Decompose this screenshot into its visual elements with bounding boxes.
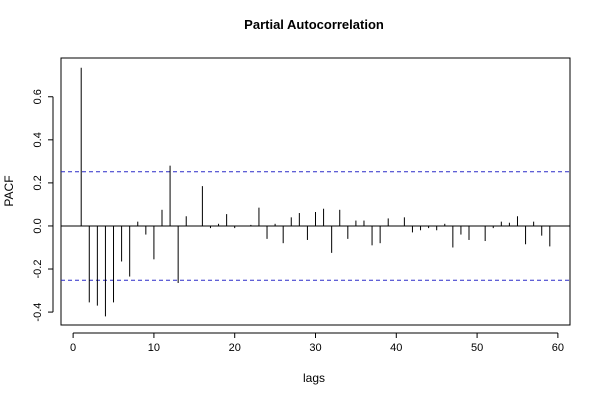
x-tick-label: 40: [390, 342, 402, 354]
x-tick-label: 10: [148, 342, 160, 354]
x-tick-label: 30: [309, 342, 321, 354]
plot-frame: [60, 57, 571, 326]
x-tick-label: 0: [70, 342, 76, 354]
y-tick-label: -0.4: [32, 303, 44, 322]
x-axis: 0 10 20 30 40 50 60: [70, 332, 564, 354]
pacf-bars: [80, 67, 551, 317]
x-axis-label: lags: [303, 371, 325, 385]
x-tick-label: 60: [552, 342, 564, 354]
x-tick-label: 20: [229, 342, 241, 354]
y-tick-label: 0.0: [32, 218, 44, 233]
y-tick-label: 0.2: [32, 175, 44, 190]
y-axis-label: PACF: [2, 175, 16, 206]
y-tick-label: 0.4: [32, 132, 44, 147]
y-axis: -0.4 -0.2 0.0 0.2 0.4 0.6: [32, 89, 54, 322]
y-tick-label: -0.2: [32, 260, 44, 279]
chart-title: Partial Autocorrelation: [244, 17, 384, 32]
y-tick-label: 0.6: [32, 89, 44, 104]
x-tick-label: 50: [471, 342, 483, 354]
